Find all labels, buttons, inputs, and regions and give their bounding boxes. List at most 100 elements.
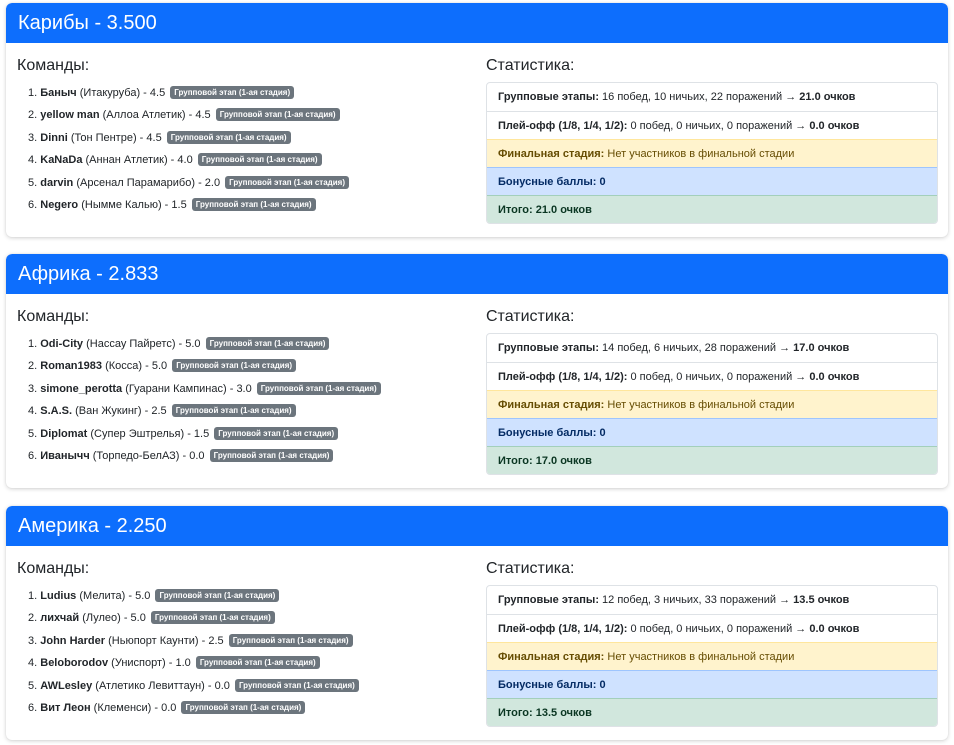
stage-badge: Групповой этап (1-ая стадия) — [228, 633, 353, 647]
stat-label: Плей-офф (1/8, 1/4, 1/2): — [498, 120, 628, 132]
stage-badge: Групповой этап (1-ая стадия) — [166, 130, 291, 144]
stat-total-text: Итого: 21.0 очков — [498, 204, 592, 216]
stat-points: 0.0 очков — [809, 623, 860, 635]
stat-total: Итого: 17.0 очков — [487, 446, 937, 474]
team-name: John Harder — [40, 634, 106, 647]
team-name: simone_perotta — [40, 382, 123, 395]
stat-points: 13.5 очков — [793, 594, 850, 606]
team-name: Dinni — [40, 131, 68, 144]
team-item: 3. simone_perotta (Гуарани Кампинас) - 3… — [28, 378, 477, 400]
teams-list: 1. Ludius (Мелита) - 5.0 Групповой этап … — [17, 585, 477, 719]
team-item: 2. Roman1983 (Косса) - 5.0 Групповой эта… — [28, 355, 477, 377]
stat-bonus-text: Бонусные баллы: 0 — [498, 176, 606, 188]
team-club: (Клеменси) - 0.0 — [93, 701, 177, 714]
stat-label: Плей-офф (1/8, 1/4, 1/2): — [498, 371, 628, 383]
team-number: 1. — [28, 87, 38, 99]
stats-heading: Статистика: — [486, 57, 575, 74]
teams-list: 1. Баныч (Итакуруба) - 4.5 Групповой эта… — [17, 82, 477, 216]
team-club: (Гуарани Кампинас) - 3.0 — [125, 382, 252, 395]
region-title: Америка - 2.250 — [6, 506, 948, 546]
team-number: 2. — [28, 360, 38, 373]
team-name: S.A.S. — [40, 405, 73, 418]
stat-total: Итого: 21.0 очков — [487, 195, 937, 223]
stat-total-text: Итого: 13.5 очков — [498, 707, 592, 719]
stat-bonus: Бонусные баллы: 0 — [487, 418, 937, 446]
region-title: Карибы - 3.500 — [6, 3, 948, 43]
team-name: лихчай — [40, 612, 80, 625]
team-club: (Итакуруба) - 4.5 — [79, 87, 166, 99]
stat-group-stages: Групповые этапы: 16 побед, 10 ничьих, 22… — [487, 83, 937, 111]
region-body: Команды: 1. Ludius (Мелита) - 5.0 Группо… — [6, 546, 948, 740]
stat-value: Нет участников в финальной стадии — [607, 651, 795, 663]
team-item: 1. Баныч (Итакуруба) - 4.5 Групповой эта… — [28, 82, 477, 104]
team-name: KaNaDa — [40, 154, 83, 167]
team-number: 6. — [28, 449, 38, 462]
team-club: (Ван Жукинг) - 2.5 — [75, 405, 167, 418]
teams-section: Команды: 1. Баныч (Итакуруба) - 4.5 Груп… — [17, 56, 477, 216]
stage-badge: Групповой этап (1-ая стадия) — [214, 426, 339, 440]
team-name: Баныч — [40, 87, 77, 99]
team-item: 3. Dinni (Тон Пентре) - 4.5 Групповой эт… — [28, 127, 477, 149]
region-card-caribbean: Карибы - 3.500 Команды: 1. Баныч (Итакур… — [6, 3, 948, 237]
stat-label: Финальная стадия: — [498, 148, 605, 160]
team-name: yellow man — [40, 109, 100, 122]
stat-group-stages: Групповые этапы: 12 побед, 3 ничьих, 33 … — [487, 586, 937, 614]
team-club: (Торпедо-БелАЗ) - 0.0 — [92, 449, 205, 462]
team-item: 2. лихчай (Лулео) - 5.0 Групповой этап (… — [28, 607, 477, 629]
team-club: (Супер Эштрелья) - 1.5 — [90, 427, 210, 440]
stat-total-text: Итого: 17.0 очков — [498, 455, 592, 467]
team-club: (Тон Пентре) - 4.5 — [70, 131, 162, 144]
team-club: (Аллоа Атлетик) - 4.5 — [102, 109, 211, 122]
stat-total: Итого: 13.5 очков — [487, 698, 937, 726]
team-number: 3. — [28, 634, 38, 647]
team-number: 1. — [28, 590, 38, 602]
stat-value: 0 побед, 0 ничьих, 0 поражений → — [630, 371, 807, 383]
team-item: 1. Odi-City (Нассау Пайретс) - 5.0 Групп… — [28, 333, 477, 355]
team-item: 4. S.A.S. (Ван Жукинг) - 2.5 Групповой э… — [28, 400, 477, 422]
team-number: 4. — [28, 657, 38, 670]
stat-final-stage: Финальная стадия: Нет участников в финал… — [487, 139, 937, 167]
team-item: 6. Negero (Нымме Калью) - 1.5 Групповой … — [28, 194, 477, 216]
stats-list: Групповые этапы: 12 побед, 3 ничьих, 33 … — [486, 585, 938, 727]
team-item: 4. KaNaDa (Аннан Атлетик) - 4.0 Группово… — [28, 149, 477, 171]
team-club: (Нымме Калью) - 1.5 — [81, 198, 187, 211]
team-number: 3. — [28, 131, 38, 144]
stage-badge: Групповой этап (1-ая стадия) — [234, 678, 359, 692]
stage-badge: Групповой этап (1-ая стадия) — [197, 153, 322, 167]
stage-badge: Групповой этап (1-ая стадия) — [209, 448, 334, 462]
team-club: (Нассау Пайретс) - 5.0 — [86, 338, 201, 350]
stat-points: 0.0 очков — [809, 371, 860, 383]
stat-group-stages: Групповые этапы: 14 побед, 6 ничьих, 28 … — [487, 334, 937, 362]
teams-list: 1. Odi-City (Нассау Пайретс) - 5.0 Групп… — [17, 333, 477, 467]
team-club: (Косса) - 5.0 — [105, 360, 168, 373]
stat-value: 16 побед, 10 ничьих, 22 поражений → — [602, 91, 797, 103]
team-name: Negero — [40, 198, 79, 211]
stat-label: Финальная стадия: — [498, 651, 605, 663]
teams-section: Команды: 1. Ludius (Мелита) - 5.0 Группо… — [17, 559, 477, 719]
stage-badge: Групповой этап (1-ая стадия) — [170, 86, 295, 99]
teams-section: Команды: 1. Odi-City (Нассау Пайретс) - … — [17, 307, 477, 467]
team-name: darvin — [40, 176, 74, 189]
team-number: 4. — [28, 405, 38, 418]
stat-bonus-text: Бонусные баллы: 0 — [498, 679, 606, 691]
stat-value: Нет участников в финальной стадии — [607, 148, 795, 160]
stats-list: Групповые этапы: 14 побед, 6 ничьих, 28 … — [486, 333, 938, 475]
team-number: 2. — [28, 109, 38, 122]
stats-list: Групповые этапы: 16 побед, 10 ничьих, 22… — [486, 82, 938, 224]
stat-label: Групповые этапы: — [498, 342, 599, 354]
stat-bonus: Бонусные баллы: 0 — [487, 167, 937, 195]
stage-badge: Групповой этап (1-ая стадия) — [256, 381, 381, 395]
team-number: 5. — [28, 176, 38, 189]
team-item: 2. yellow man (Аллоа Атлетик) - 4.5 Груп… — [28, 104, 477, 126]
team-item: 5. darvin (Арсенал Парамарибо) - 2.0 Гру… — [28, 172, 477, 194]
team-name: Odi-City — [40, 338, 84, 350]
stat-playoff: Плей-офф (1/8, 1/4, 1/2): 0 побед, 0 нич… — [487, 111, 937, 139]
stat-final-stage: Финальная стадия: Нет участников в финал… — [487, 390, 937, 418]
team-name: Иванычч — [40, 449, 90, 462]
stat-value: 0 побед, 0 ничьих, 0 поражений → — [630, 120, 807, 132]
stats-section: Статистика: Групповые этапы: 12 побед, 3… — [486, 559, 938, 727]
stats-section: Статистика: Групповые этапы: 16 побед, 1… — [486, 56, 938, 224]
stat-label: Групповые этапы: — [498, 91, 599, 103]
stat-playoff: Плей-офф (1/8, 1/4, 1/2): 0 побед, 0 нич… — [487, 614, 937, 642]
team-item: 6. Иванычч (Торпедо-БелАЗ) - 0.0 Группов… — [28, 445, 477, 467]
